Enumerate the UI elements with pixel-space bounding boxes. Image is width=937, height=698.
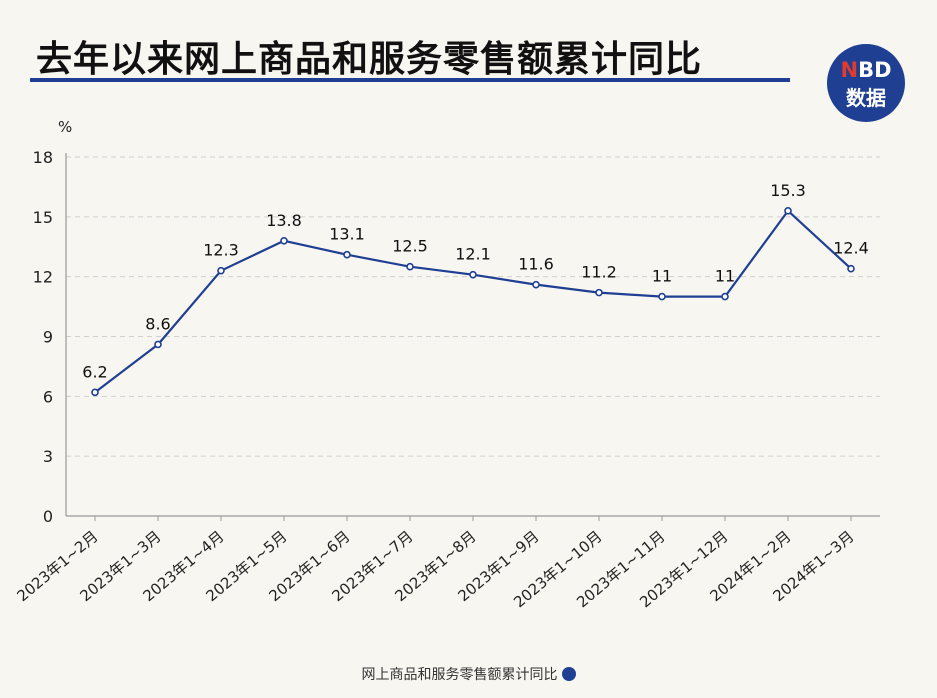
- data-label: 11: [652, 267, 672, 286]
- data-point: [217, 266, 225, 275]
- data-label: 12.4: [833, 239, 869, 258]
- series-line: [94, 209, 852, 394]
- data-label: 11.6: [518, 255, 554, 274]
- data-label: 12.5: [392, 237, 428, 256]
- data-point: [91, 388, 99, 397]
- data-point: [469, 270, 477, 279]
- title-underline: [30, 78, 790, 82]
- data-label: 8.6: [145, 314, 170, 333]
- data-label: 6.2: [82, 362, 107, 381]
- data-point: [784, 207, 792, 215]
- y-tick-label: 6: [43, 387, 53, 406]
- data-label: 13.1: [329, 225, 365, 244]
- data-point: [658, 292, 666, 301]
- y-tick-label: 12: [33, 268, 53, 287]
- y-tick-label: 3: [43, 447, 53, 466]
- legend-marker: [561, 667, 576, 681]
- y-tick-label: 15: [33, 208, 53, 227]
- data-label: 13.8: [266, 211, 302, 230]
- chart-title: 去年以来网上商品和服务零售额累计同比: [36, 39, 703, 80]
- y-tick-label: 0: [43, 507, 53, 526]
- data-label: 11.2: [581, 263, 617, 282]
- data-point: [595, 288, 603, 297]
- legend-label: 网上商品和服务零售额累计同比: [361, 667, 558, 683]
- data-point: [343, 250, 351, 259]
- data-label: 15.3: [770, 181, 806, 200]
- nbd-logo: NBD 数据: [827, 44, 905, 122]
- data-point: [721, 292, 729, 301]
- y-tick-label: 9: [43, 328, 53, 347]
- data-point: [154, 340, 162, 349]
- logo-text-bottom: 数据: [846, 86, 886, 110]
- data-label: 12.3: [203, 241, 239, 260]
- y-tick-label: 18: [33, 148, 53, 167]
- data-point: [406, 262, 414, 271]
- data-point: [280, 236, 288, 245]
- data-point: [532, 280, 540, 289]
- y-axis-unit: %: [58, 118, 73, 136]
- logo-text-top: NBD: [840, 58, 892, 82]
- legend: 网上商品和服务零售额累计同比: [0, 664, 937, 684]
- data-label: 12.1: [455, 245, 491, 264]
- data-label: 11: [715, 267, 735, 286]
- data-point: [847, 264, 855, 273]
